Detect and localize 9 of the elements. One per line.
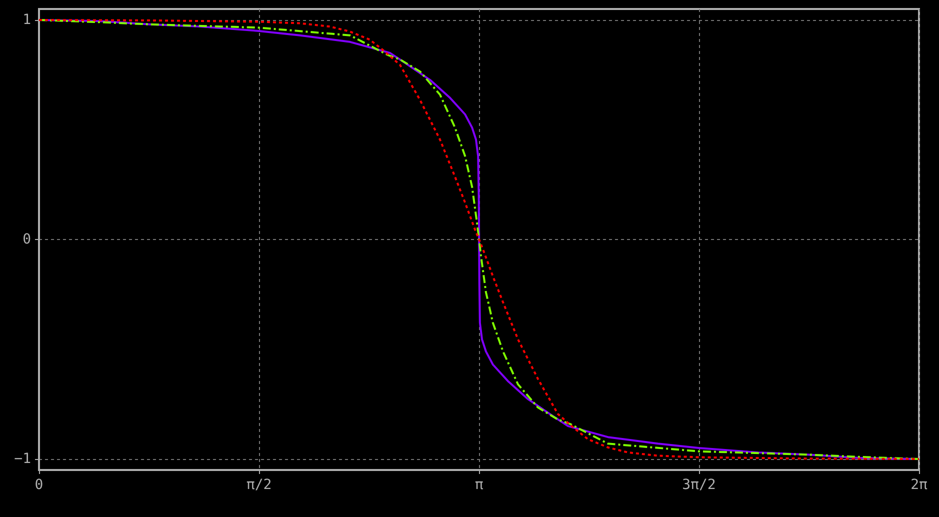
x-tick-label: π [474, 477, 484, 493]
y-tick-label: 0 [22, 232, 31, 248]
x-tick-label: 2π [910, 477, 928, 493]
x-tick-label: 0 [34, 477, 44, 493]
x-tick-label: π/2 [246, 477, 272, 493]
line-series [38, 18, 920, 460]
y-tick-label: 1 [22, 12, 31, 28]
y-tick-label: −1 [14, 451, 31, 468]
x-tick-label: 3π/2 [682, 477, 716, 493]
